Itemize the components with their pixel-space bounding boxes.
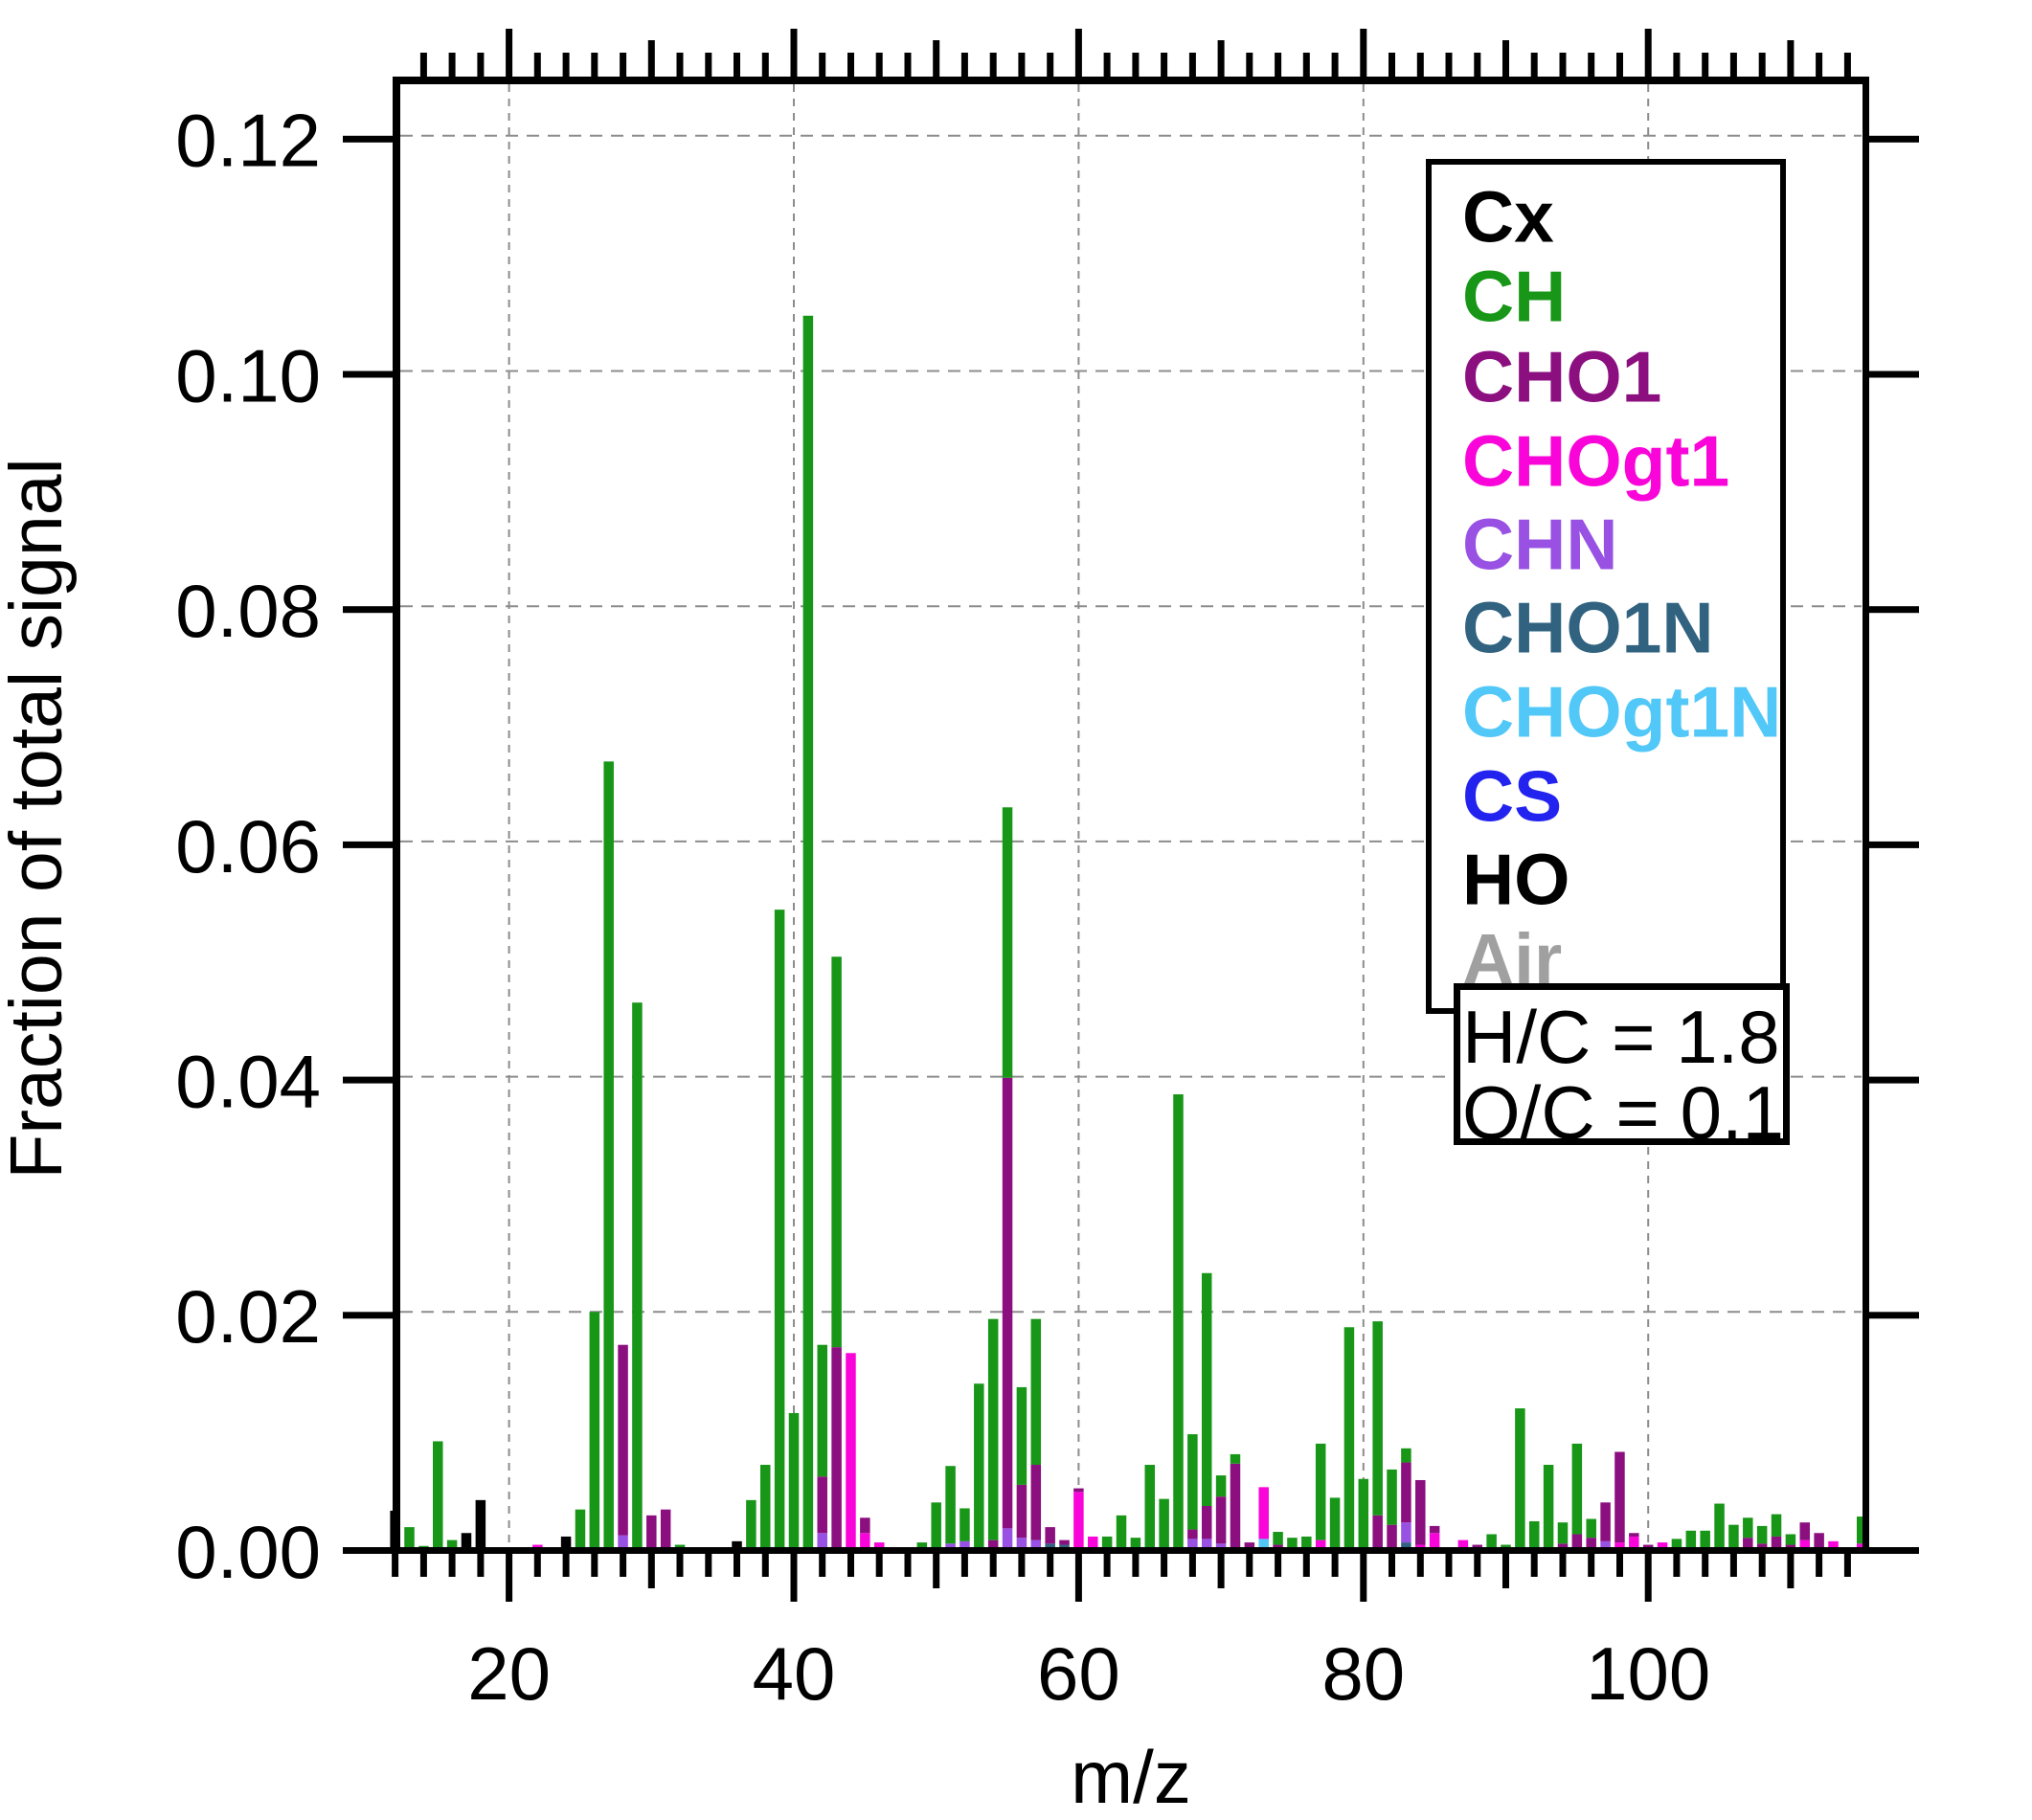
svg-text:20: 20: [467, 1631, 551, 1716]
svg-text:40: 40: [753, 1631, 836, 1716]
svg-text:HO: HO: [1462, 840, 1570, 920]
svg-text:CHOgt1: CHOgt1: [1462, 421, 1729, 502]
svg-text:0.04: 0.04: [175, 1040, 321, 1124]
svg-text:100: 100: [1586, 1631, 1710, 1716]
svg-text:0.08: 0.08: [175, 569, 321, 653]
svg-text:CS: CS: [1462, 756, 1562, 837]
svg-text:m/z: m/z: [1071, 1735, 1191, 1815]
svg-text:0.00: 0.00: [175, 1510, 321, 1594]
svg-text:0.12: 0.12: [175, 99, 321, 183]
svg-text:80: 80: [1321, 1631, 1405, 1716]
svg-text:CHN: CHN: [1462, 505, 1618, 585]
svg-text:0.02: 0.02: [175, 1274, 321, 1359]
svg-text:Fraction of total signal: Fraction of total signal: [0, 458, 78, 1179]
svg-text:O/C = 0.1: O/C = 0.1: [1462, 1070, 1784, 1155]
svg-text:CH: CH: [1462, 257, 1566, 337]
svg-text:CHOgt1N: CHOgt1N: [1462, 672, 1781, 753]
svg-text:0.06: 0.06: [175, 804, 321, 888]
svg-text:CHO1: CHO1: [1462, 337, 1661, 417]
svg-text:60: 60: [1037, 1631, 1120, 1716]
svg-text:0.10: 0.10: [175, 333, 321, 417]
svg-text:CHO1N: CHO1N: [1462, 588, 1714, 668]
svg-text:H/C = 1.8: H/C = 1.8: [1462, 995, 1780, 1079]
svg-text:Cx: Cx: [1462, 177, 1554, 258]
